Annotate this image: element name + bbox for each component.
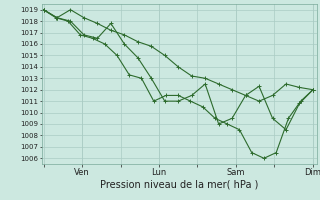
X-axis label: Pression niveau de la mer( hPa ): Pression niveau de la mer( hPa ) — [100, 180, 258, 190]
